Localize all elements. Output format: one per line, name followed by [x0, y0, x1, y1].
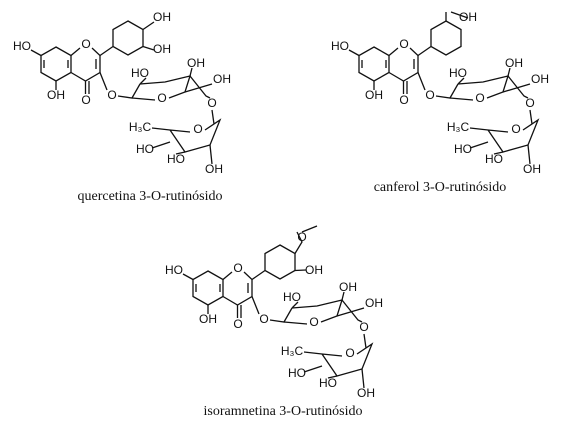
atom-label: OH — [523, 162, 541, 176]
atom-label: OH — [339, 280, 357, 294]
atom-label: HO — [288, 366, 306, 380]
bond — [251, 296, 343, 325]
atom-label: O — [157, 91, 166, 105]
atom-label: O — [359, 320, 368, 334]
bond — [301, 225, 318, 233]
atom-label: HO — [13, 39, 31, 53]
bond — [291, 291, 365, 323]
atom-label: O — [345, 346, 354, 360]
bond — [99, 72, 191, 101]
atom-label: O — [81, 37, 90, 51]
atom-label: HO — [454, 142, 472, 156]
atom-label: H₃C — [129, 120, 152, 134]
atom-label: O — [259, 312, 268, 326]
atom-label: HO — [136, 142, 154, 156]
atom-label: HO — [331, 39, 349, 53]
caption: canferol 3-O-rutinósido — [374, 180, 507, 195]
atom-label: O — [309, 315, 318, 329]
bond — [151, 141, 213, 165]
atom-label: H₃C — [281, 344, 304, 358]
atom-label: O — [81, 93, 90, 107]
bond — [251, 244, 296, 281]
bond — [358, 46, 390, 82]
atom-label: O — [233, 261, 242, 275]
atom-label: HO — [449, 66, 467, 80]
atom-label: OH — [47, 88, 65, 102]
bond — [361, 59, 415, 69]
atom-label: OH — [505, 56, 523, 70]
atom-label: O — [399, 93, 408, 107]
bond — [182, 273, 242, 318]
bond — [445, 11, 469, 21]
bond — [457, 67, 531, 99]
atom-label: HO — [319, 376, 337, 390]
bond — [303, 365, 365, 389]
atom-label: O — [193, 122, 202, 136]
bond — [142, 21, 155, 51]
atom-label: OH — [531, 72, 549, 86]
atom-label: HO — [131, 66, 149, 80]
bond — [417, 72, 509, 101]
atom-label: HO — [167, 152, 185, 166]
atom-label: O — [107, 88, 116, 102]
atom-label: OH — [199, 312, 217, 326]
atom-label: O — [399, 37, 408, 51]
bond — [195, 283, 249, 293]
atom-label: O — [297, 230, 306, 244]
atom-label: O — [233, 317, 242, 331]
atom-label: OH — [365, 88, 383, 102]
atom-label: OH — [153, 42, 171, 56]
bond — [30, 49, 90, 94]
atom-label: OH — [213, 72, 231, 86]
atom-label: O — [511, 122, 520, 136]
atom-label: O — [475, 91, 484, 105]
caption: quercetina 3-O-rutinósido — [77, 189, 222, 204]
bond — [139, 67, 213, 99]
atom-label: O — [207, 96, 216, 110]
bond — [417, 20, 462, 57]
atom-label: O — [425, 88, 434, 102]
atom-label: H₃C — [447, 120, 470, 134]
bond — [192, 270, 224, 306]
atom-label: OH — [459, 10, 477, 24]
atom-label: HO — [165, 263, 183, 277]
atom-label: OH — [357, 386, 375, 400]
atom-label: OH — [187, 56, 205, 70]
atom-label: OH — [365, 296, 383, 310]
bond — [469, 141, 531, 165]
atom-label: OH — [153, 10, 171, 24]
bond — [294, 231, 307, 272]
caption: isoramnetina 3-O-rutinósido — [203, 404, 362, 419]
bond — [40, 46, 72, 82]
atom-label: OH — [305, 263, 323, 277]
bond — [348, 49, 408, 94]
atom-label: HO — [485, 152, 503, 166]
atom-label: OH — [205, 162, 223, 176]
atom-label: O — [525, 96, 534, 110]
bond — [99, 20, 144, 57]
bond — [43, 59, 97, 69]
atom-label: HO — [283, 290, 301, 304]
